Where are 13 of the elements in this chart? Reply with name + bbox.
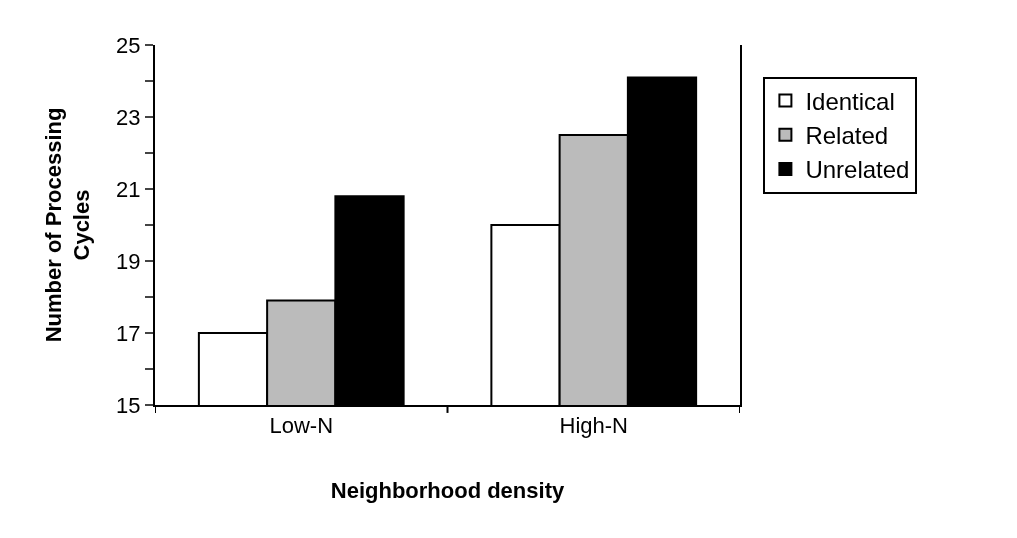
y-axis-title: Number of Processing Cycles — [40, 107, 95, 343]
x-tick-label: Low-N — [269, 413, 334, 439]
x-tick-label: High-N — [559, 413, 628, 439]
legend-label: Related — [805, 122, 889, 150]
y-tick-label: 15 — [116, 392, 141, 418]
y-tick-label: 23 — [116, 104, 141, 130]
y-tick-label: 19 — [116, 248, 141, 274]
x-axis-title: Neighborhood density — [330, 477, 565, 503]
legend-label: Unrelated — [805, 156, 910, 184]
y-tick-label: 21 — [116, 176, 141, 202]
y-tick-label: 17 — [116, 320, 141, 346]
legend-label: Identical — [805, 87, 895, 115]
y-tick-label: 25 — [116, 32, 141, 58]
